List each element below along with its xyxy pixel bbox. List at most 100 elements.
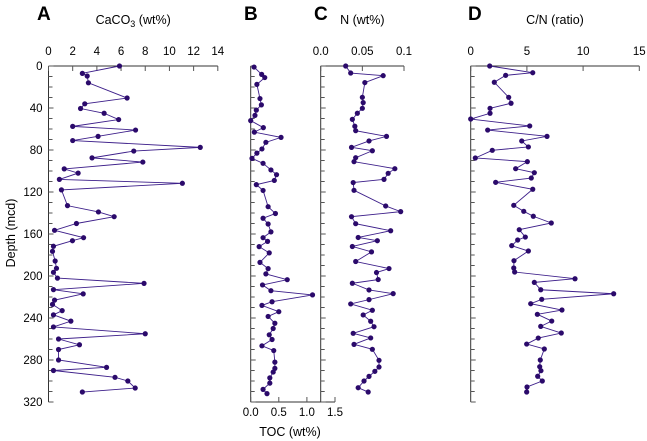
x-tick-label: 8: [142, 46, 148, 58]
data-point: [251, 129, 257, 135]
x-axis-title: C/N (ratio): [526, 13, 584, 27]
data-point: [489, 147, 495, 153]
data-point: [368, 249, 375, 255]
data-point: [116, 63, 123, 69]
data-point: [69, 238, 76, 244]
data-point: [51, 227, 58, 233]
data-point: [366, 138, 372, 144]
data-point: [521, 208, 527, 214]
data-point: [260, 386, 266, 392]
data-point: [260, 160, 266, 166]
data-point: [64, 203, 71, 209]
data-point: [265, 266, 271, 272]
data-point: [259, 146, 265, 152]
data-point: [80, 291, 86, 297]
data-point: [530, 70, 536, 76]
data-point: [371, 324, 377, 330]
data-point: [269, 336, 275, 343]
data-point: [535, 373, 541, 379]
data-point: [376, 364, 382, 370]
data-point: [268, 288, 274, 294]
data-point: [125, 378, 131, 384]
data-point: [390, 291, 396, 297]
data-point: [256, 244, 262, 250]
panel-d-axes: D C/N (ratio) 0 5 10 15: [467, 4, 646, 403]
data-point: [254, 150, 260, 156]
data-point: [259, 343, 265, 349]
panel-letter: C: [314, 4, 328, 25]
data-point: [355, 385, 361, 391]
y-axis-label: Depth (mcd): [4, 199, 18, 268]
data-point: [369, 346, 375, 352]
data-point: [348, 214, 355, 220]
data-point: [70, 123, 76, 129]
data-point: [49, 301, 56, 307]
data-point: [538, 368, 544, 374]
data-point: [272, 359, 278, 365]
data-point: [179, 180, 185, 186]
data-point: [353, 258, 359, 265]
data-point: [265, 204, 271, 210]
x-tick-label: 1.5: [327, 407, 343, 419]
data-point: [527, 123, 533, 129]
data-point: [506, 94, 512, 100]
data-point: [264, 391, 270, 397]
x-axis-title-main: C/N (ratio): [526, 13, 584, 27]
data-point: [75, 170, 81, 176]
data-point: [85, 80, 92, 86]
data-point: [269, 299, 275, 305]
data-point: [359, 94, 365, 100]
data-point: [95, 133, 101, 139]
x-axis-title-subscript: 3: [130, 19, 135, 29]
data-point: [374, 238, 380, 244]
data-point: [50, 243, 57, 249]
x-tick-label: 6: [118, 46, 124, 58]
data-point: [77, 105, 84, 112]
data-point: [548, 220, 554, 226]
data-point: [385, 170, 391, 176]
x-tick-label: 0.1: [396, 46, 412, 58]
y-tick-label: 80: [30, 145, 43, 157]
x-tick-label: 14: [211, 46, 224, 58]
data-point: [524, 341, 530, 347]
data-point: [611, 291, 617, 297]
data-point: [487, 110, 493, 116]
data-point: [309, 292, 316, 298]
data-point: [49, 248, 56, 254]
data-point: [140, 159, 146, 165]
data-point: [360, 312, 366, 318]
data-point: [352, 123, 358, 129]
data-point: [270, 325, 276, 332]
data-point: [59, 308, 65, 314]
data-point: [531, 170, 537, 176]
x-axis-title: TOC (wt%): [259, 425, 321, 439]
data-point: [361, 378, 367, 384]
data-point: [252, 112, 258, 118]
panel-c-series: [343, 63, 404, 395]
data-point: [513, 166, 519, 172]
data-point: [353, 155, 359, 161]
data-point: [51, 297, 58, 303]
data-point: [50, 269, 57, 275]
data-point: [519, 138, 525, 144]
y-tick-label: 160: [23, 229, 42, 241]
data-point: [350, 179, 356, 186]
data-point: [524, 384, 530, 390]
data-point: [76, 342, 83, 348]
panel-letter: D: [468, 4, 482, 25]
data-point: [351, 159, 357, 165]
data-point: [541, 346, 547, 352]
data-point: [54, 275, 61, 281]
data-point: [515, 237, 521, 243]
data-point: [103, 364, 110, 370]
data-point: [383, 203, 389, 209]
data-point: [258, 102, 264, 108]
data-point: [263, 139, 269, 145]
x-tick-label: 0.0: [243, 407, 259, 419]
data-point: [124, 95, 130, 101]
data-point: [537, 357, 543, 363]
x-tick-label: 1.0: [299, 407, 315, 419]
data-point: [259, 282, 266, 288]
data-point: [366, 373, 372, 379]
